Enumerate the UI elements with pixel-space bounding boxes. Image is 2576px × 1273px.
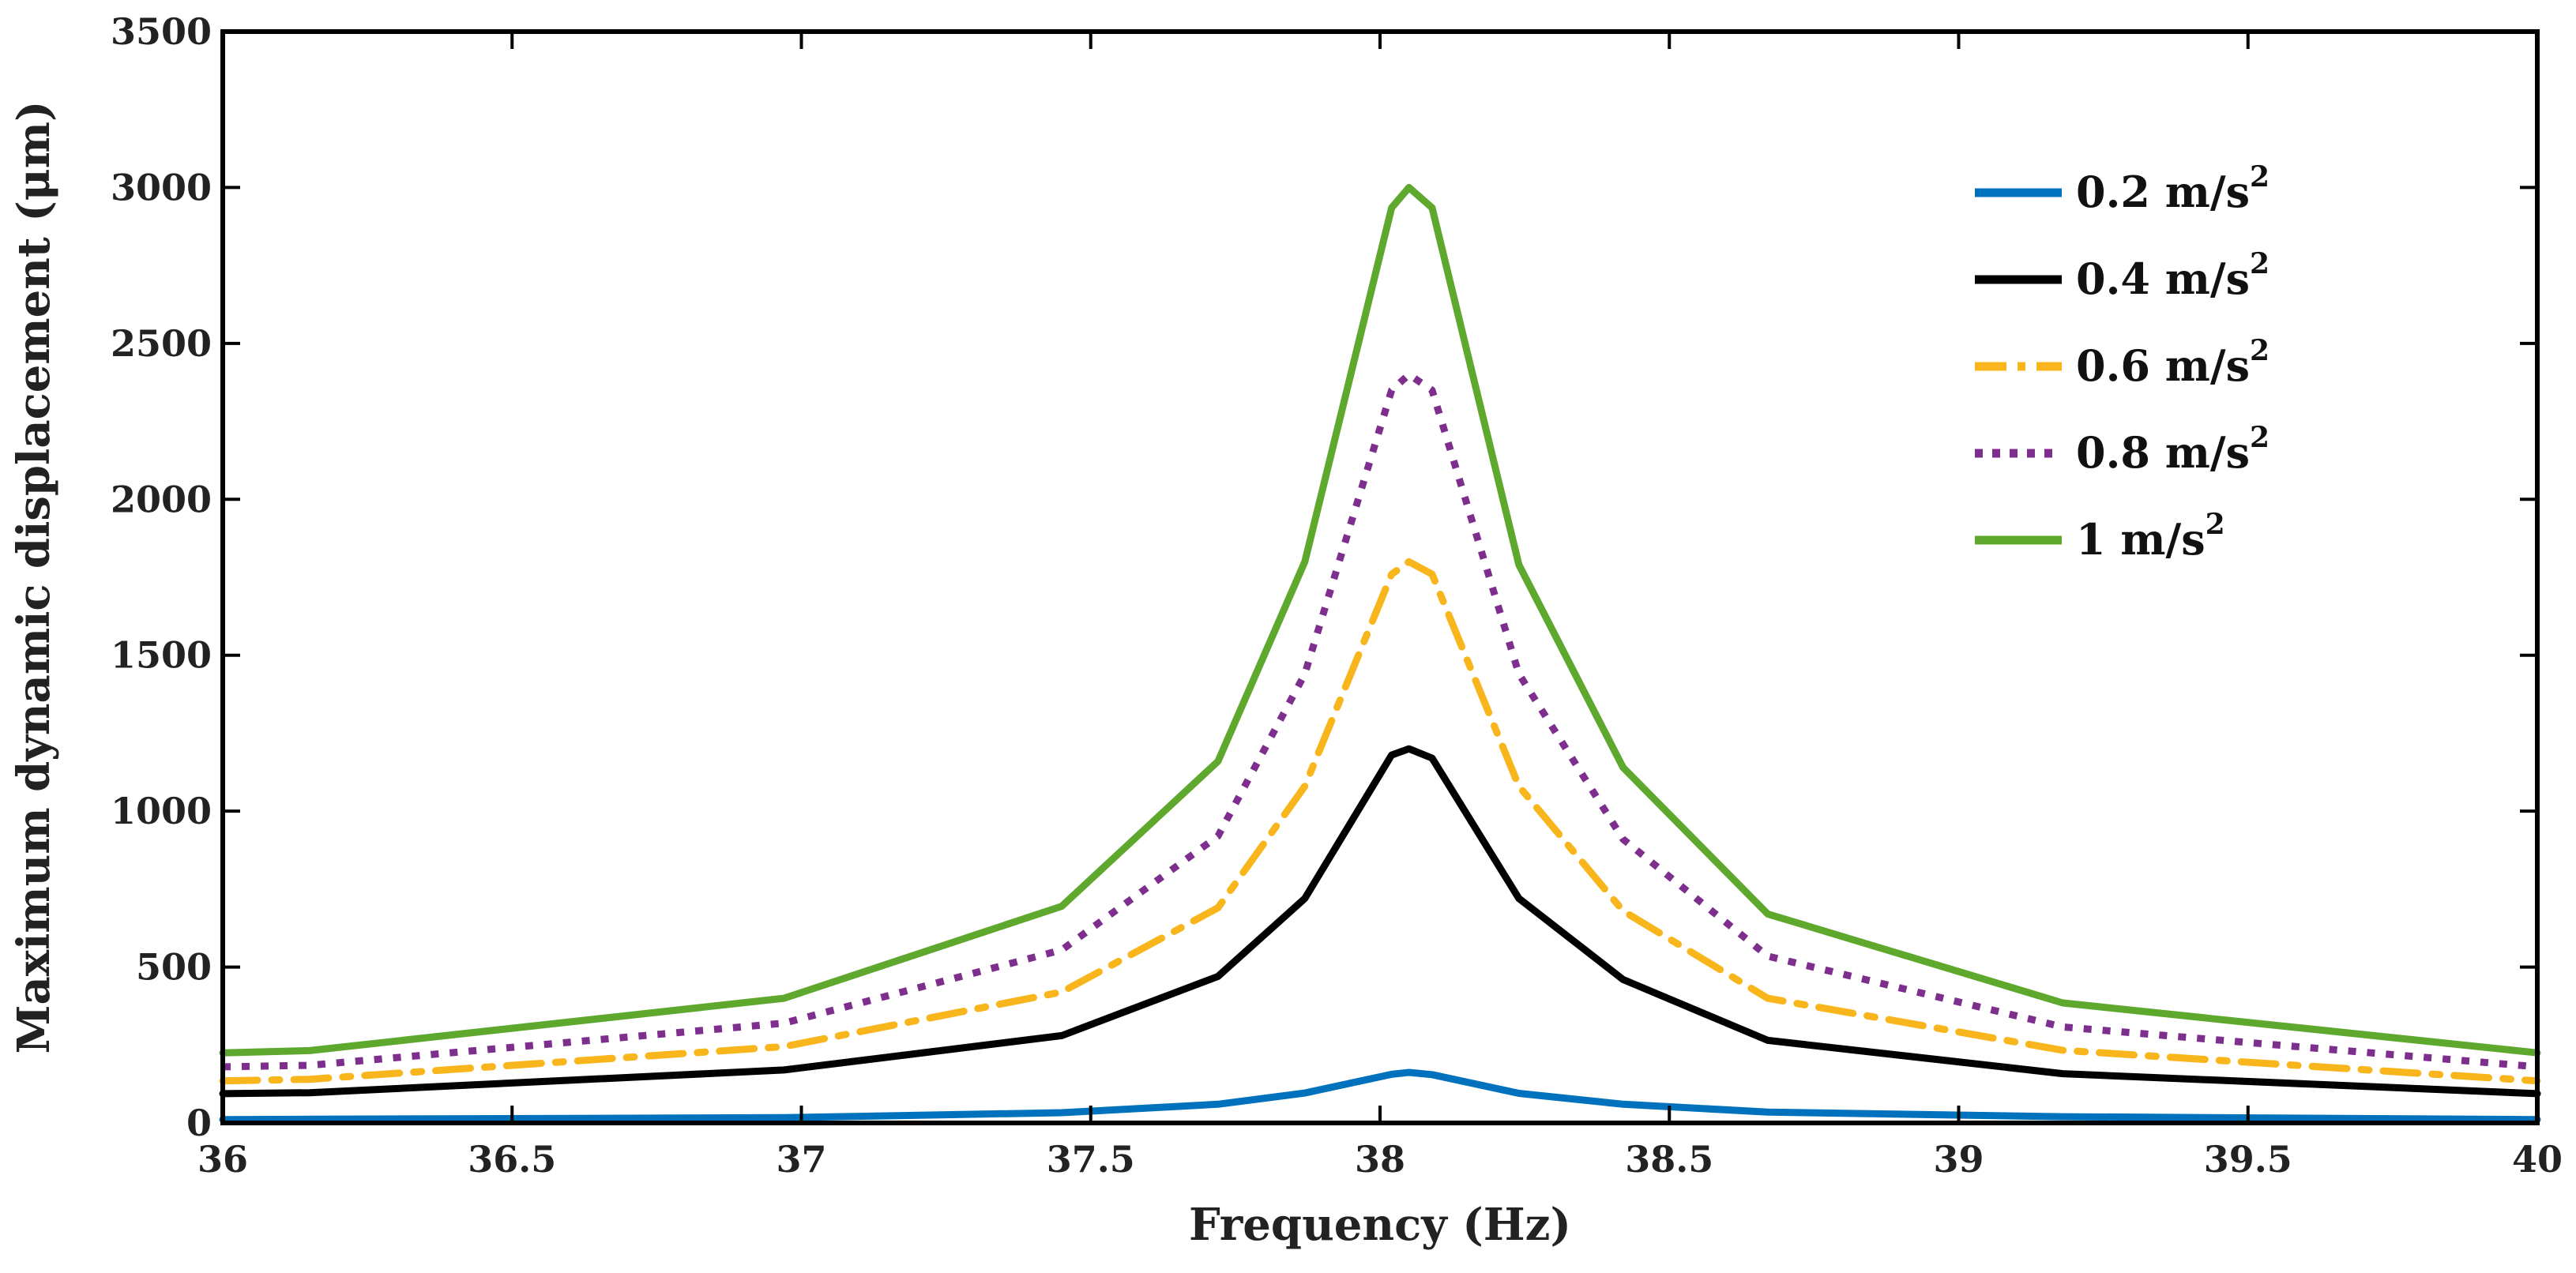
legend-label-text: 1 m/s	[2076, 514, 2206, 565]
y-axis-title: Maximum dynamic displacement (μm)	[8, 100, 60, 1053]
legend-label-superscript: 2	[2206, 508, 2225, 541]
legend: 0.2 m/s20.4 m/s20.6 m/s20.8 m/s21 m/s2	[1975, 160, 2270, 565]
legend-label-1: 0.2 m/s2	[2076, 160, 2270, 217]
x-tick-label: 38.5	[1625, 1138, 1713, 1181]
series-line-1	[219, 1068, 2541, 1124]
series-line-5	[219, 183, 2541, 1057]
tick-layer: 36 36.5 37 37.5 38 38.5 39 39.5 4005001000150020…	[111, 10, 2563, 1181]
legend-label-text: 0.4 m/s	[2076, 253, 2250, 304]
x-tick-label: 39.5	[2204, 1138, 2292, 1181]
legend-label-5: 1 m/s2	[2076, 508, 2225, 565]
y-tick-label: 2500	[111, 322, 212, 365]
x-tick-label: 37	[776, 1138, 826, 1181]
y-tick-label: 0	[186, 1102, 212, 1144]
legend-label-3: 0.6 m/s2	[2076, 334, 2270, 391]
x-tick-label: 36.5	[468, 1138, 556, 1181]
y-tick-label: 1500	[111, 634, 212, 677]
series-layer	[219, 183, 2541, 1124]
x-tick-label: 40	[2512, 1138, 2563, 1181]
legend-label-text: 0.8 m/s	[2076, 427, 2250, 478]
legend-label-4: 0.8 m/s2	[2076, 421, 2270, 478]
y-tick-label: 1000	[111, 790, 212, 832]
legend-label-superscript: 2	[2250, 334, 2270, 367]
legend-label-text: 0.2 m/s	[2076, 167, 2250, 217]
x-tick-label: 36	[197, 1138, 248, 1181]
legend-label-superscript: 2	[2250, 160, 2270, 193]
y-tick-label: 500	[136, 946, 212, 989]
series-line-2	[219, 745, 2541, 1098]
legend-label-superscript: 2	[2250, 421, 2270, 454]
x-tick-label: 38	[1355, 1138, 1405, 1181]
y-tick-label: 3500	[111, 10, 212, 53]
x-tick-label: 37.5	[1047, 1138, 1135, 1181]
y-tick-label: 3000	[111, 166, 212, 208]
legend-label-text: 0.6 m/s	[2076, 340, 2250, 391]
x-tick-label: 39	[1933, 1138, 1984, 1181]
series-line-4	[222, 370, 2538, 1071]
legend-label-superscript: 2	[2250, 247, 2270, 280]
legend-label-2: 0.4 m/s2	[2076, 247, 2270, 304]
x-axis-title: Frequency (Hz)	[1189, 1199, 1571, 1251]
y-tick-label: 2000	[111, 478, 212, 520]
